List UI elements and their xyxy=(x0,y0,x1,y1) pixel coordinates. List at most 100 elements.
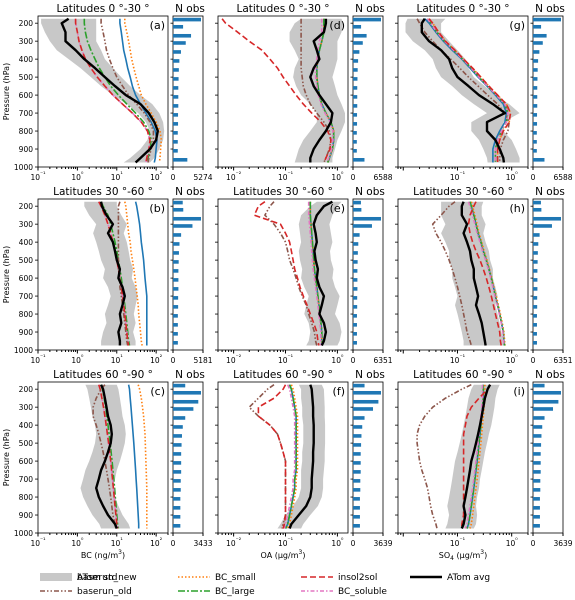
nobs-bar xyxy=(173,287,179,291)
y-tick-label: 700 xyxy=(19,475,34,484)
nobs-bar xyxy=(173,122,179,126)
panel-letter: (i) xyxy=(513,385,525,398)
y-axis-label: Pressure (hPa) xyxy=(2,63,11,120)
x-tick-label: 10⁰ xyxy=(331,171,344,182)
y-tick-label: 500 xyxy=(19,439,34,448)
nobs-title: N obs xyxy=(355,3,385,15)
y-axis-label: Pressure (hPa) xyxy=(2,246,11,303)
series-line-insol2sol xyxy=(257,384,287,529)
nobs-tick-label: 6588 xyxy=(553,173,572,182)
legend-label: baserun_old xyxy=(77,587,132,597)
panel-b: Latitudes 30 °-60 ° (b) 200 300 400 500 600 700… xyxy=(2,186,213,365)
nobs-frame xyxy=(172,15,204,168)
x-tick-label: 10⁰ xyxy=(506,354,519,365)
series-line-atom-avg xyxy=(309,18,334,163)
panel-i: Latitudes 60 °-90 °(i) 10⁻¹ 10⁰ SO4 (μg/m3)… xyxy=(395,369,573,562)
y-tick-label: 300 xyxy=(19,37,34,46)
nobs-bar xyxy=(533,434,542,438)
nobs-bar xyxy=(173,497,181,501)
nobs-bar xyxy=(533,399,559,404)
nobs-bar xyxy=(173,41,186,45)
nobs-bar xyxy=(533,17,561,22)
nobs-bar xyxy=(533,59,539,63)
x-tick-label: 10⁰ xyxy=(506,537,519,548)
nobs-bar xyxy=(533,332,537,336)
series-line-insol2sol xyxy=(253,201,320,346)
y-tick-label: 300 xyxy=(19,403,34,412)
nobs-frame xyxy=(172,381,204,534)
nobs-bar xyxy=(353,104,358,108)
panel-c: Latitudes 60 °-90 ° (c) 200 300 400 500 600 700… xyxy=(2,369,213,560)
series-line-bc-small xyxy=(137,384,148,529)
nobs-bar xyxy=(353,216,381,221)
nobs-tick-label: 0 xyxy=(171,539,176,548)
nobs-tick-label: 6588 xyxy=(373,173,392,182)
panel-letter: (h) xyxy=(509,202,525,215)
atom-std-band xyxy=(441,201,504,346)
nobs-tick-label: 5274 xyxy=(193,173,212,182)
y-tick-label: 800 xyxy=(19,493,34,502)
plot-frame xyxy=(37,15,169,168)
y-tick-label: 600 xyxy=(19,91,34,100)
nobs-bar xyxy=(173,33,192,38)
nobs-bar xyxy=(533,104,538,108)
series-line-bc-large xyxy=(284,384,297,529)
x-tick-label: 10⁻¹ xyxy=(450,354,466,365)
nobs-bar xyxy=(173,296,179,300)
nobs-bar xyxy=(533,470,541,474)
nobs-bar xyxy=(533,113,538,117)
x-tick-label: 10¹ xyxy=(111,354,124,365)
series-line-bc-soluble xyxy=(307,201,322,346)
y-tick-label: 500 xyxy=(19,256,34,265)
x-tick-label: 10⁰ xyxy=(71,537,84,548)
y-tick-label: 300 xyxy=(19,220,34,229)
nobs-bar xyxy=(173,434,182,438)
y-tick-label: 1000 xyxy=(14,163,33,172)
nobs-bar xyxy=(533,479,541,483)
series-line-baserun-old xyxy=(431,201,473,346)
x-tick-label: 10⁻² xyxy=(226,537,242,548)
plot-frame xyxy=(217,381,349,534)
nobs-bar xyxy=(533,122,538,126)
nobs-bar xyxy=(173,488,181,492)
panel-letter: (d) xyxy=(329,19,345,32)
nobs-bar xyxy=(533,341,537,345)
series-line-insol2sol xyxy=(467,201,502,346)
nobs-bar xyxy=(353,452,361,456)
series-line-bc-soluble xyxy=(467,201,506,346)
x-tick-label: 10⁻¹ xyxy=(450,537,466,548)
nobs-bar xyxy=(533,33,547,38)
nobs-title: N obs xyxy=(175,369,205,381)
series-line-atom-avg xyxy=(60,17,159,164)
nobs-bar xyxy=(353,33,367,38)
y-tick-label: 900 xyxy=(19,145,34,154)
panel-letter: (f) xyxy=(333,385,345,398)
legend-label: BC_large xyxy=(215,587,255,597)
nobs-bar xyxy=(353,113,358,117)
nobs-bar xyxy=(533,77,538,81)
series-line-atom-avg xyxy=(95,384,118,529)
series-line-baserun-old xyxy=(416,383,472,529)
nobs-bar xyxy=(533,278,538,282)
series-line-insol2sol xyxy=(221,18,332,163)
nobs-frame xyxy=(352,381,384,534)
x-tick-label: 10² xyxy=(150,537,163,548)
series-line-bc-large xyxy=(309,201,323,346)
panel-title: Latitudes 30 °-60 ° xyxy=(53,186,153,198)
panel-title: Latitudes 0 °-30 ° xyxy=(416,3,509,15)
nobs-bar xyxy=(173,140,178,144)
nobs-bar xyxy=(173,425,183,429)
nobs-tick-label: 0 xyxy=(171,173,176,182)
nobs-bar xyxy=(173,314,178,318)
nobs-bar xyxy=(173,443,182,447)
nobs-frame xyxy=(352,198,384,351)
series-line-atom-avg xyxy=(99,201,126,346)
series-line-baserun-new xyxy=(127,384,140,529)
nobs-bar xyxy=(533,407,554,411)
nobs-bar xyxy=(173,86,179,90)
nobs-bar xyxy=(533,216,561,221)
x-tick-label: 10² xyxy=(150,171,163,182)
series-line-baserun-old xyxy=(92,384,117,529)
legend-label: ATom std xyxy=(77,573,118,583)
nobs-bar xyxy=(173,59,180,63)
